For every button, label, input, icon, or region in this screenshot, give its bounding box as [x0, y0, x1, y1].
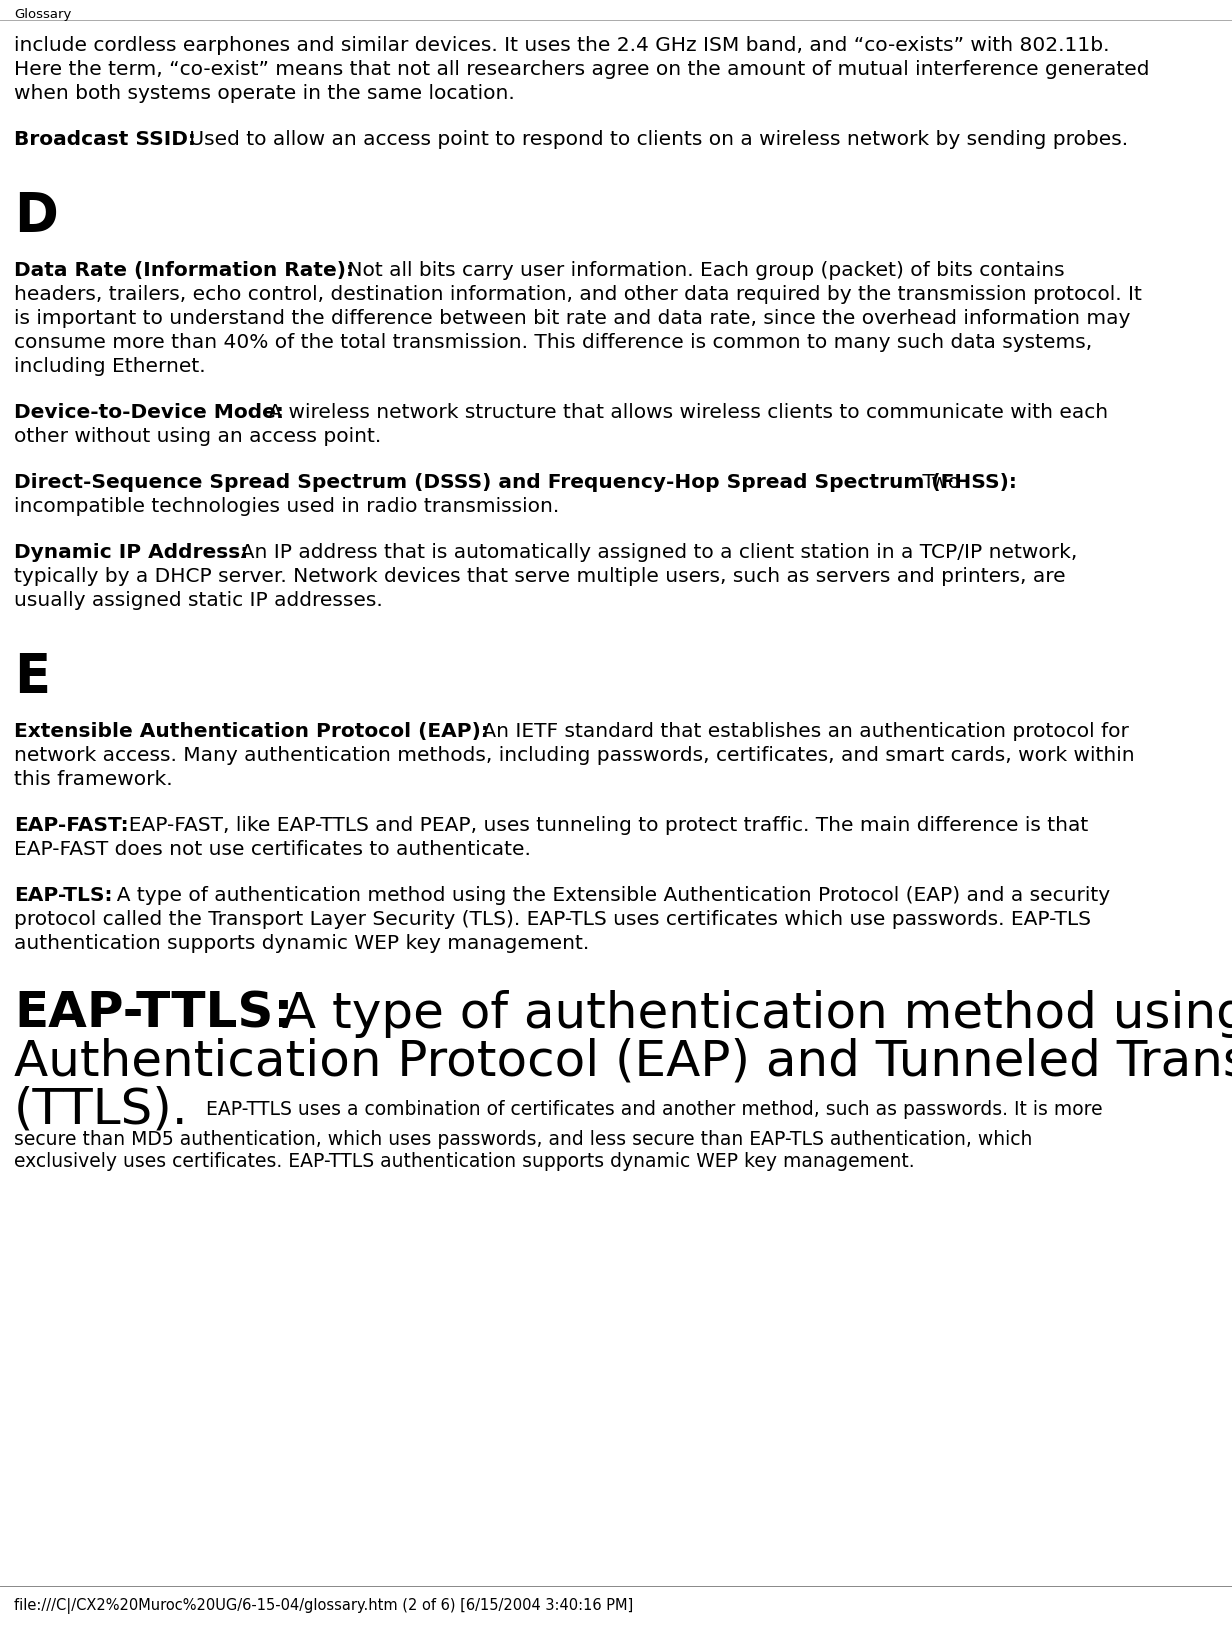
Text: EAP-TTLS uses a combination of certificates and another method, such as password: EAP-TTLS uses a combination of certifica… — [200, 1099, 1103, 1118]
Text: Extensible Authentication Protocol (EAP):: Extensible Authentication Protocol (EAP)… — [14, 721, 489, 741]
Text: exclusively uses certificates. EAP-TTLS authentication supports dynamic WEP key : exclusively uses certificates. EAP-TTLS … — [14, 1151, 914, 1171]
Text: authentication supports dynamic WEP key management.: authentication supports dynamic WEP key … — [14, 933, 589, 952]
Text: include cordless earphones and similar devices. It uses the 2.4 GHz ISM band, an: include cordless earphones and similar d… — [14, 36, 1110, 55]
Text: Two: Two — [917, 472, 961, 492]
Text: A wireless network structure that allows wireless clients to communicate with ea: A wireless network structure that allows… — [262, 402, 1109, 422]
Text: when both systems operate in the same location.: when both systems operate in the same lo… — [14, 85, 515, 103]
Text: E: E — [14, 651, 51, 703]
Text: typically by a DHCP server. Network devices that serve multiple users, such as s: typically by a DHCP server. Network devi… — [14, 567, 1066, 586]
Text: including Ethernet.: including Ethernet. — [14, 357, 206, 376]
Text: Here the term, “co-exist” means that not all researchers agree on the amount of : Here the term, “co-exist” means that not… — [14, 60, 1149, 80]
Text: Broadcast SSID:: Broadcast SSID: — [14, 130, 196, 150]
Text: Authentication Protocol (EAP) and Tunneled Transport Layer Security: Authentication Protocol (EAP) and Tunnel… — [14, 1037, 1232, 1086]
Text: Not all bits carry user information. Each group (packet) of bits contains: Not all bits carry user information. Eac… — [341, 260, 1064, 280]
Text: EAP-TLS:: EAP-TLS: — [14, 886, 112, 905]
Text: is important to understand the difference between bit rate and data rate, since : is important to understand the differenc… — [14, 309, 1131, 327]
Text: protocol called the Transport Layer Security (TLS). EAP-TLS uses certificates wh: protocol called the Transport Layer Secu… — [14, 910, 1092, 928]
Text: consume more than 40% of the total transmission. This difference is common to ma: consume more than 40% of the total trans… — [14, 332, 1093, 352]
Text: this framework.: this framework. — [14, 770, 172, 788]
Text: headers, trailers, echo control, destination information, and other data require: headers, trailers, echo control, destina… — [14, 285, 1142, 304]
Text: An IP address that is automatically assigned to a client station in a TCP/IP net: An IP address that is automatically assi… — [228, 542, 1078, 562]
Text: (TTLS).: (TTLS). — [14, 1086, 188, 1133]
Text: Glossary: Glossary — [14, 8, 71, 21]
Text: EAP-TTLS:: EAP-TTLS: — [14, 990, 293, 1037]
Text: network access. Many authentication methods, including passwords, certificates, : network access. Many authentication meth… — [14, 746, 1135, 765]
Text: A type of authentication method using the Extensible Authentication Protocol (EA: A type of authentication method using th… — [105, 886, 1110, 905]
Text: Device-to-Device Mode:: Device-to-Device Mode: — [14, 402, 283, 422]
Text: incompatible technologies used in radio transmission.: incompatible technologies used in radio … — [14, 497, 559, 516]
Text: A type of authentication method using the Extensible: A type of authentication method using th… — [266, 990, 1232, 1037]
Text: An IETF standard that establishes an authentication protocol for: An IETF standard that establishes an aut… — [477, 721, 1130, 741]
Text: usually assigned static IP addresses.: usually assigned static IP addresses. — [14, 591, 383, 610]
Text: other without using an access point.: other without using an access point. — [14, 427, 381, 446]
Text: Used to allow an access point to respond to clients on a wireless network by sen: Used to allow an access point to respond… — [184, 130, 1129, 150]
Text: EAP-FAST, like EAP-TTLS and PEAP, uses tunneling to protect traffic. The main di: EAP-FAST, like EAP-TTLS and PEAP, uses t… — [116, 816, 1088, 835]
Text: Dynamic IP Address:: Dynamic IP Address: — [14, 542, 249, 562]
Text: EAP-FAST does not use certificates to authenticate.: EAP-FAST does not use certificates to au… — [14, 840, 531, 858]
Text: secure than MD5 authentication, which uses passwords, and less secure than EAP-T: secure than MD5 authentication, which us… — [14, 1130, 1032, 1149]
Text: file:///C|/CX2%20Muroc%20UG/6-15-04/glossary.htm (2 of 6) [6/15/2004 3:40:16 PM]: file:///C|/CX2%20Muroc%20UG/6-15-04/glos… — [14, 1599, 633, 1613]
Text: Direct-Sequence Spread Spectrum (DSSS) and Frequency-Hop Spread Spectrum (FHSS):: Direct-Sequence Spread Spectrum (DSSS) a… — [14, 472, 1016, 492]
Text: EAP-FAST:: EAP-FAST: — [14, 816, 128, 835]
Text: D: D — [14, 190, 58, 243]
Text: Data Rate (Information Rate):: Data Rate (Information Rate): — [14, 260, 354, 280]
